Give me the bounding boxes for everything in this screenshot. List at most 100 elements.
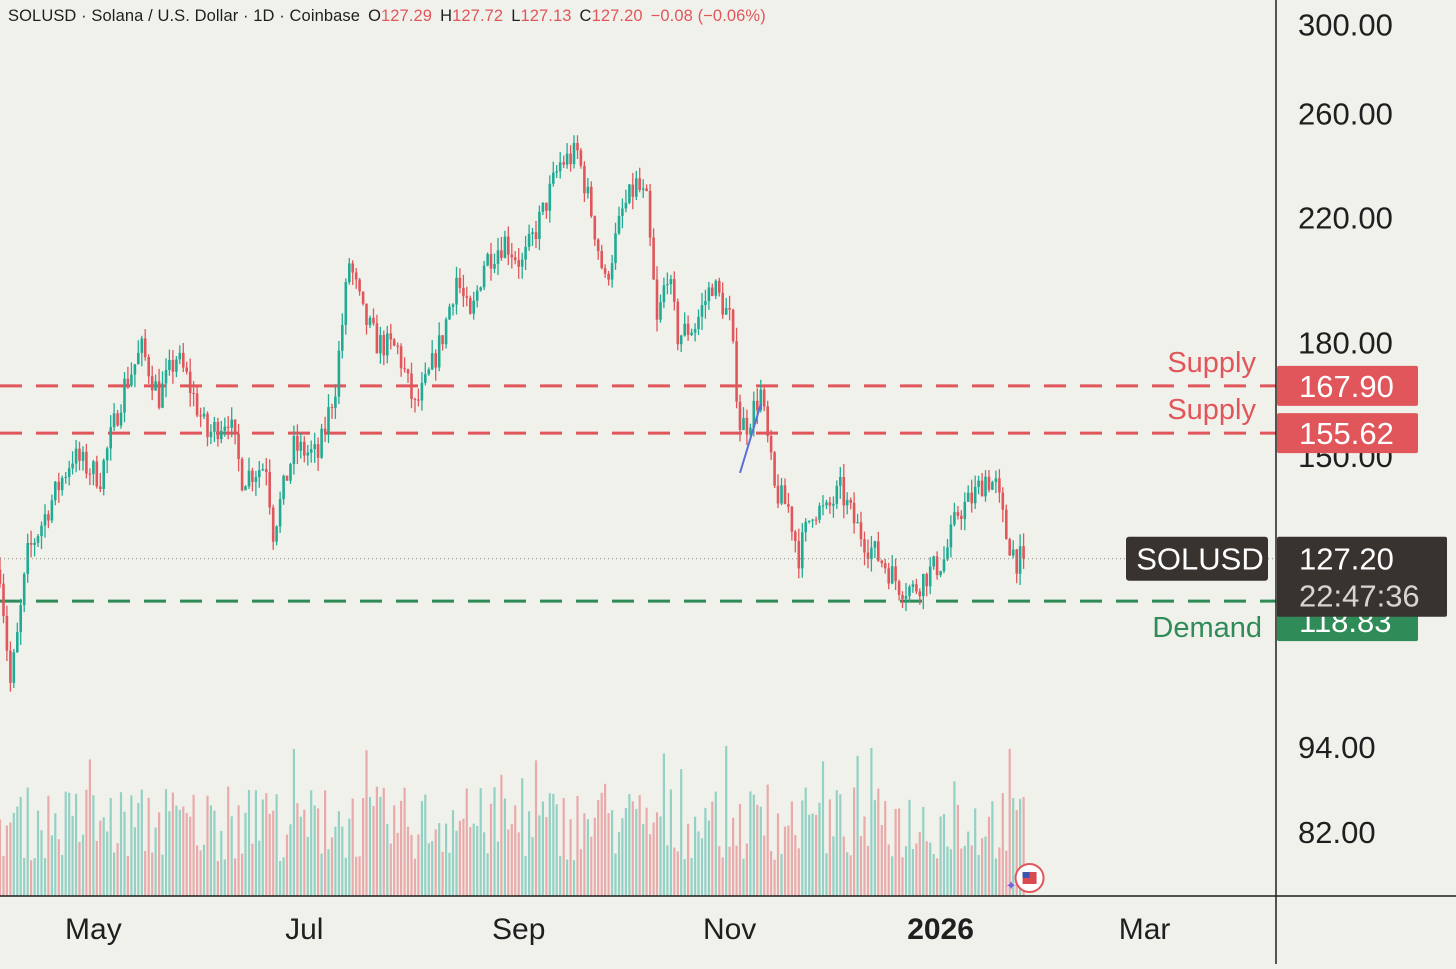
candle-body [493, 264, 496, 269]
candle-body [220, 430, 223, 440]
candle-body [26, 543, 29, 574]
candle-body [465, 296, 469, 298]
candle-body [742, 417, 745, 430]
volume-bar [880, 825, 883, 896]
candle-body [890, 566, 894, 584]
volume-bar [531, 837, 534, 896]
volume-bar [579, 849, 582, 896]
volume-bar [175, 805, 178, 896]
candle-body [1018, 546, 1022, 574]
candle-body [711, 287, 714, 296]
volume-bar [735, 845, 738, 896]
candle-body [278, 499, 282, 527]
volume-bar [700, 838, 704, 896]
volume-bar [915, 843, 918, 896]
candle-body [776, 485, 780, 504]
volume-bar [870, 747, 873, 896]
last-price-text: 127.20 [1299, 542, 1394, 577]
candle-body [956, 512, 960, 516]
price-tick-label: 300.00 [1298, 7, 1393, 42]
candle-body [123, 378, 126, 413]
candle-body [621, 208, 624, 216]
candle-body [81, 451, 85, 461]
change-value: −0.08 (−0.06%) [650, 7, 766, 25]
volume-bar [659, 816, 662, 896]
candle-body [1001, 492, 1005, 510]
candle-body [482, 265, 486, 288]
volume-bar [752, 794, 755, 896]
volume-bar [227, 786, 230, 896]
candle-body [863, 539, 866, 553]
volume-bar [766, 784, 769, 896]
candle-body [489, 254, 493, 269]
candle-body [95, 461, 99, 487]
volume-bar [95, 840, 98, 896]
volume-bar [483, 832, 486, 896]
volume-bar [424, 794, 427, 896]
volume-bar [220, 830, 223, 896]
volume-bar [583, 813, 586, 896]
volume-bar [30, 860, 33, 896]
volume-bar [946, 846, 949, 896]
candle-body [569, 153, 572, 165]
volume-bar [382, 787, 385, 896]
volume-bar [324, 790, 327, 896]
volume-bar [113, 852, 116, 896]
volume-bar [469, 827, 472, 896]
volume-bar [503, 798, 506, 896]
price-tag-text: 167.90 [1299, 369, 1394, 404]
volume-bar [47, 795, 50, 896]
candle-body [344, 282, 348, 326]
volume-bar [545, 817, 548, 896]
volume-bar [849, 855, 852, 896]
volume-bar [479, 788, 482, 896]
volume-bar [355, 856, 358, 896]
volume-bar [534, 760, 538, 896]
volume-bar [254, 790, 257, 896]
candle-body [973, 486, 977, 504]
volume-bar [261, 799, 264, 896]
sparkle-icon: ✦ [1006, 878, 1017, 893]
candle-body [752, 400, 756, 428]
volume-bar [154, 827, 157, 896]
volume-bar [303, 809, 306, 896]
candle-body [832, 503, 835, 506]
volume-bar [887, 844, 890, 896]
volume-bar [358, 856, 361, 896]
volume-bar [576, 795, 579, 896]
candle-body [925, 574, 928, 587]
volume-bar [213, 810, 216, 896]
volume-bar [552, 793, 555, 896]
volume-bar [500, 774, 503, 896]
candle-body [354, 272, 358, 280]
candle-body [679, 335, 683, 345]
candle-body [67, 468, 71, 477]
candle-body [510, 254, 514, 258]
candle-body [202, 413, 206, 417]
candle-body [617, 216, 621, 234]
volume-bar [12, 812, 15, 896]
bar-countdown-text: 22:47:36 [1299, 579, 1420, 614]
candle-body [932, 556, 935, 567]
candle-body [223, 426, 227, 431]
volume-bar [71, 815, 74, 896]
volume-bar [230, 816, 233, 896]
candle-body [918, 591, 922, 597]
candle-body [240, 459, 244, 491]
volume-bar [756, 804, 759, 896]
volume-bar [572, 860, 576, 896]
volume-bar [296, 803, 299, 896]
volume-bar [669, 789, 672, 896]
volume-bar [268, 813, 271, 896]
candle-body [759, 389, 763, 411]
volume-bar [199, 850, 202, 896]
volume-bar [99, 820, 102, 896]
volume-bar [707, 820, 710, 896]
volume-bar [57, 839, 60, 896]
volume-bar [379, 796, 382, 896]
volume-bar [196, 845, 199, 896]
volume-bar [611, 810, 614, 896]
volume-bar [981, 838, 984, 896]
volume-bar [223, 859, 226, 896]
